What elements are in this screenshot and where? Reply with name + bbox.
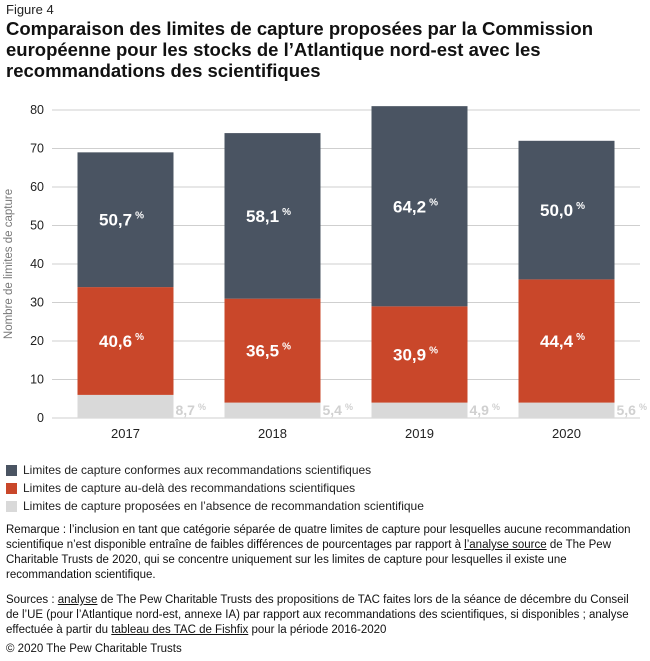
bar-2018-series-0 bbox=[224, 402, 321, 418]
data-label-2019-series-1: 30,9% bbox=[393, 345, 438, 364]
bar-2017-series-1 bbox=[77, 287, 174, 395]
legend-label-au-dela: Limites de capture au-delà des recommand… bbox=[23, 481, 356, 495]
sources-paragraph: Sources : analyse de The Pew Charitable … bbox=[6, 593, 642, 638]
legend-item-absence: Limites de capture proposées en l’absenc… bbox=[6, 497, 646, 515]
data-label-2017-series-0: 8,7% bbox=[176, 402, 206, 418]
x-tick-label-2019: 2019 bbox=[405, 426, 434, 441]
x-tick-label-2020: 2020 bbox=[552, 426, 581, 441]
data-label-2019-series-2: 64,2% bbox=[393, 197, 438, 216]
data-label-2018-series-1: 36,5% bbox=[246, 342, 291, 361]
x-tick-label-2018: 2018 bbox=[258, 426, 287, 441]
data-label-2018-series-2: 58,1% bbox=[246, 207, 291, 226]
note-text-2: de The Pew Charitable Trusts de 2020, qu… bbox=[6, 539, 611, 581]
bar-2018-series-2 bbox=[224, 133, 321, 299]
note-text-1: Remarque : l’inclusion en tant que catég… bbox=[6, 524, 631, 551]
chart-area: 0 10 20 30 40 50 60 70 80 Nombre de limites de ca… bbox=[0, 96, 650, 446]
legend-label-absence: Limites de capture proposées en l’absenc… bbox=[23, 499, 424, 513]
y-tick-label-80: 80 bbox=[30, 103, 44, 117]
y-tick-label-10: 10 bbox=[30, 373, 44, 387]
legend: Limites de capture conformes aux recomma… bbox=[6, 461, 646, 515]
y-tick-label-50: 50 bbox=[30, 219, 44, 233]
data-label-2017-series-2: 50,7% bbox=[99, 211, 144, 230]
legend-label-conformes: Limites de capture conformes aux recomma… bbox=[23, 463, 372, 477]
bar-2020-series-2 bbox=[518, 140, 615, 280]
bar-2017-series-0 bbox=[77, 394, 174, 418]
legend-swatch-absence bbox=[6, 500, 17, 512]
data-label-2017-series-1: 40,6% bbox=[99, 332, 144, 351]
y-tick-label-40: 40 bbox=[30, 257, 44, 271]
data-label-2020-series-1: 44,4% bbox=[540, 332, 585, 351]
analyse-source-link[interactable]: l’analyse source bbox=[464, 539, 547, 551]
bar-2019-series-2 bbox=[371, 106, 468, 307]
fishfix-tac-table-link[interactable]: tableau des TAC de Fishfix bbox=[111, 624, 249, 636]
legend-swatch-conformes bbox=[6, 464, 17, 476]
legend-item-conformes: Limites de capture conformes aux recomma… bbox=[6, 461, 646, 479]
y-tick-label-20: 20 bbox=[30, 334, 44, 348]
chart-title: Comparaison des limites de capture propo… bbox=[6, 18, 594, 81]
bar-2018-series-1 bbox=[224, 298, 321, 403]
data-label-2019-series-0: 4,9% bbox=[470, 402, 500, 418]
bar-2020-series-0 bbox=[518, 402, 615, 418]
note-paragraph: Remarque : l’inclusion en tant que catég… bbox=[6, 523, 642, 583]
x-tick-label-2017: 2017 bbox=[111, 426, 140, 441]
bar-2017-series-2 bbox=[77, 152, 174, 288]
y-tick-label-70: 70 bbox=[30, 142, 44, 156]
y-axis-label: Nombre de limites de capture bbox=[3, 189, 15, 339]
data-label-2018-series-0: 5,4% bbox=[323, 402, 353, 418]
sources-text-3: pour la période 2016-2020 bbox=[248, 624, 387, 636]
bar-2019-series-0 bbox=[371, 402, 468, 418]
bar-2020-series-1 bbox=[518, 279, 615, 403]
stacked-bar-chart: 0 10 20 30 40 50 60 70 80 Nombre de limites de ca… bbox=[3, 103, 647, 441]
legend-item-au-dela: Limites de capture au-delà des recommand… bbox=[6, 479, 646, 497]
copyright: © 2020 The Pew Charitable Trusts bbox=[6, 643, 182, 655]
analyse-link[interactable]: analyse bbox=[57, 594, 98, 606]
data-label-2020-series-2: 50,0% bbox=[540, 201, 585, 220]
y-tick-label-30: 30 bbox=[30, 296, 44, 310]
y-tick-label-0: 0 bbox=[37, 411, 44, 425]
figure-label: Figure 4 bbox=[6, 2, 54, 17]
y-tick-label-60: 60 bbox=[30, 180, 44, 194]
bar-2019-series-1 bbox=[371, 306, 468, 403]
sources-text-2: de The Pew Charitable Trusts des proposi… bbox=[6, 594, 629, 636]
legend-swatch-au-dela bbox=[6, 482, 17, 494]
sources-text-1: Sources : bbox=[6, 594, 58, 606]
data-label-2020-series-0: 5,6% bbox=[617, 402, 647, 418]
